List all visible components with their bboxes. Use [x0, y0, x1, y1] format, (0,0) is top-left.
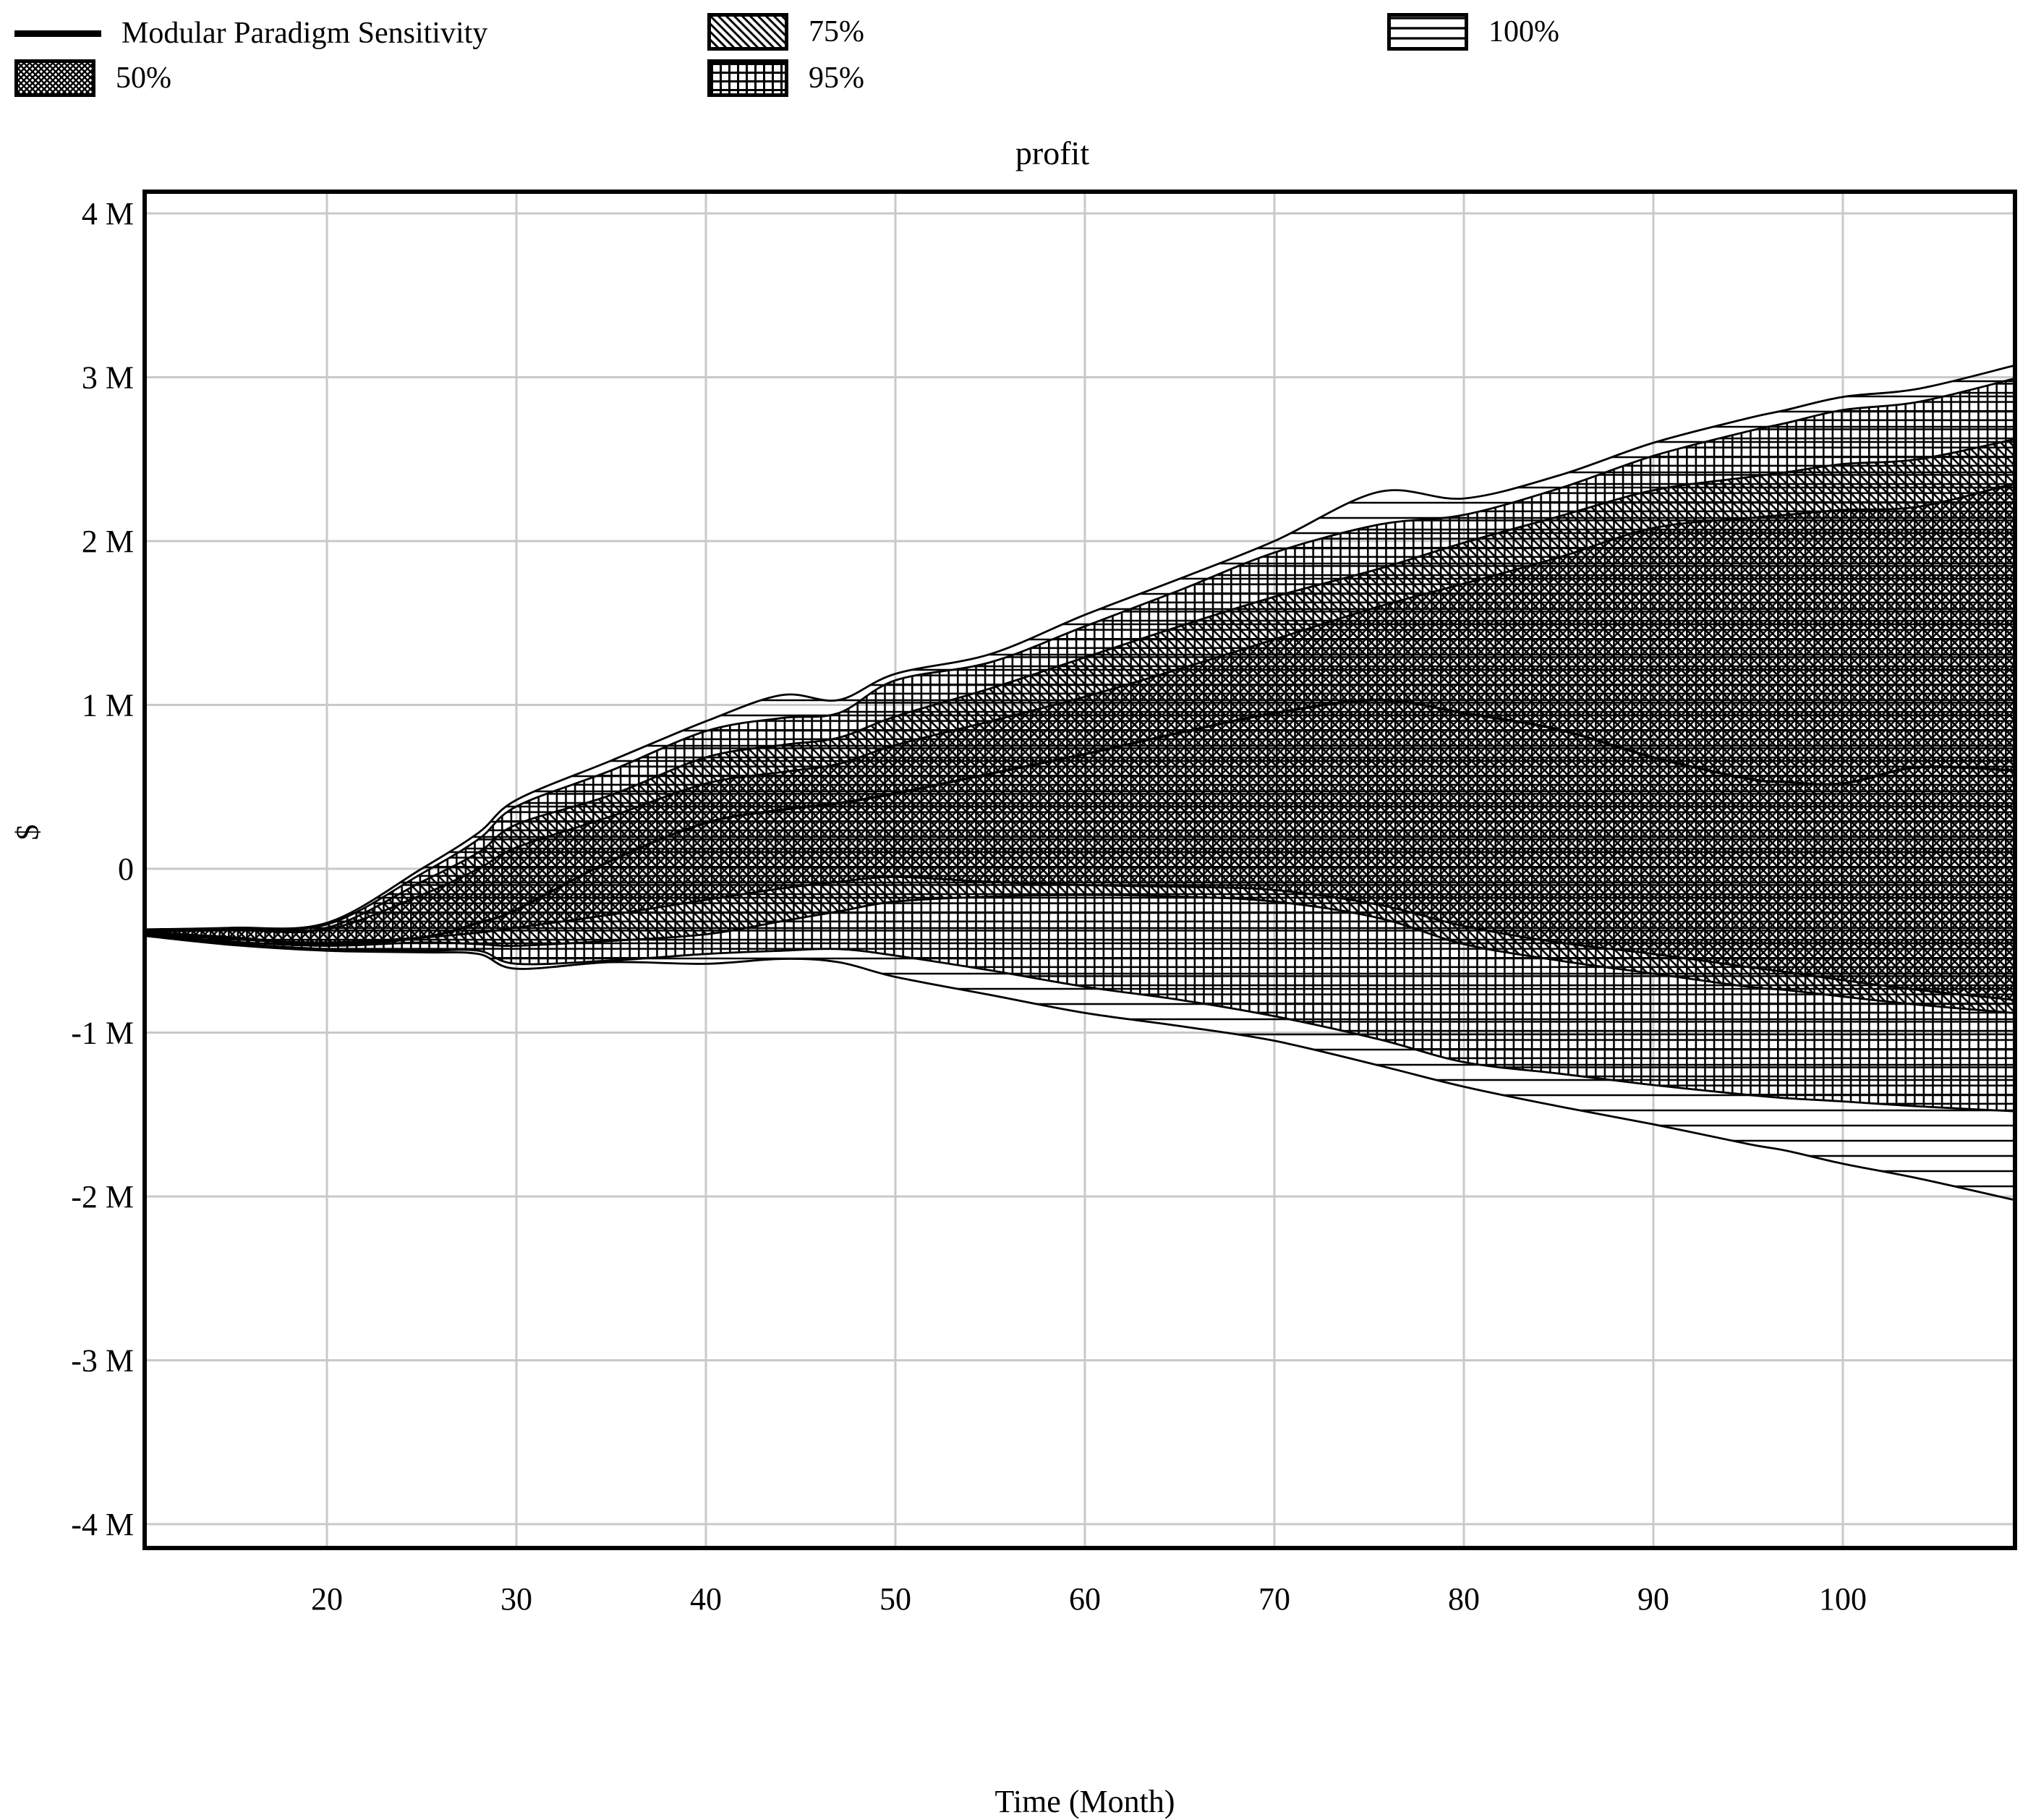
x-tick-label: 60: [1069, 1581, 1101, 1617]
y-tick-label: -2 M: [71, 1179, 134, 1215]
legend-item-100: 100%: [1387, 13, 1559, 51]
band-50%-lower-line: [147, 875, 2013, 1001]
legend-label-50: 50%: [116, 61, 171, 95]
band-50%-area: [147, 483, 2013, 1000]
band-100%-lower-line: [147, 935, 2013, 1201]
y-tick-label: -1 M: [71, 1016, 134, 1051]
band-75%-upper-line: [147, 438, 2013, 933]
base-run-line-swatch-icon: [14, 30, 101, 37]
sensitivity-fan-chart: 4 M 3 M 2 M 1 M 0 -1 M -2 M -3 M -4 M 20 30 40 50 60 7…: [71, 190, 2017, 1617]
y-tick-label: 4 M: [82, 196, 134, 231]
y-tick-label: 3 M: [82, 360, 134, 396]
legend-item-95: 95%: [707, 59, 864, 97]
base-run-line: [147, 698, 2013, 946]
x-tick-label: 90: [1637, 1581, 1669, 1617]
y-tick-label: 2 M: [82, 524, 134, 559]
band-100%-upper-line: [147, 365, 2013, 931]
band-95%-upper-line: [147, 378, 2013, 932]
band-95%-lower-line: [147, 933, 2013, 1113]
legend-label-75: 75%: [809, 15, 864, 48]
legend-label-95: 95%: [809, 61, 864, 95]
y-tick-label: -4 M: [71, 1507, 134, 1542]
legend-item-50: 50%: [14, 59, 171, 97]
y-tick-label: -3 M: [71, 1343, 134, 1379]
legend-item-75: 75%: [707, 13, 864, 51]
legend-label-base-run: Modular Paradigm Sensitivity: [122, 17, 488, 50]
legend-item-base-run: Modular Paradigm Sensitivity: [14, 16, 487, 51]
hatch-50-swatch-icon: [14, 59, 95, 97]
x-tick-label: 30: [500, 1581, 532, 1617]
band-75%-lower-line: [147, 893, 2013, 1014]
plot-frame: [142, 190, 2017, 1550]
x-tick-label: 20: [311, 1581, 343, 1617]
x-tick-label: 100: [1819, 1581, 1867, 1617]
hatch-75-swatch-icon: [707, 13, 788, 51]
x-tick-label: 50: [879, 1581, 911, 1617]
band-50%-upper-line: [147, 482, 2013, 933]
y-tick-label: 1 M: [82, 688, 134, 723]
x-tick-label: 40: [690, 1581, 722, 1617]
x-axis-title: Time (Month): [994, 1784, 1175, 1819]
chart-title: profit: [1015, 135, 1090, 171]
x-tick-label: 80: [1448, 1581, 1480, 1617]
x-tick-label: 70: [1258, 1581, 1290, 1617]
legend-label-100: 100%: [1488, 15, 1559, 48]
y-tick-label: 0: [118, 851, 134, 887]
hatch-100-swatch-icon: [1387, 13, 1468, 51]
hatch-95-swatch-icon: [707, 59, 788, 97]
